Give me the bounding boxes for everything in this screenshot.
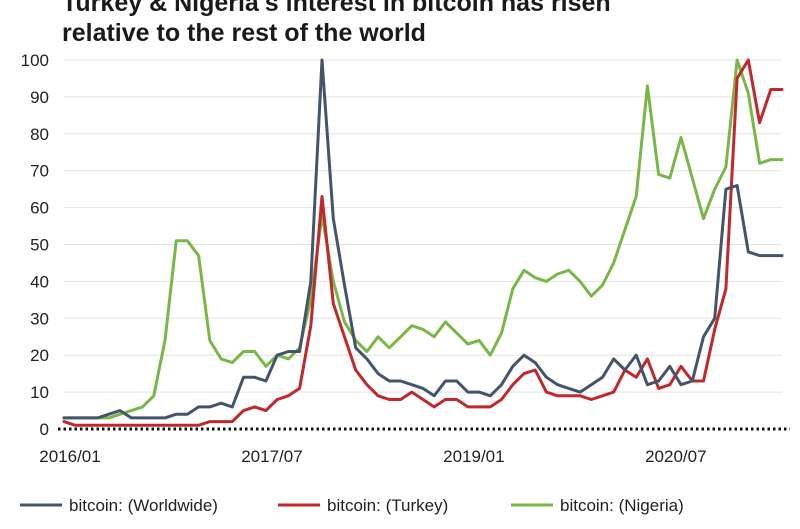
- y-tick-label-80: 80: [30, 125, 49, 144]
- y-tick-label-0: 0: [40, 420, 49, 439]
- y-tick-label-30: 30: [30, 309, 49, 328]
- x-tick-label-2019-01: 2019/01: [443, 447, 504, 466]
- y-tick-label-60: 60: [30, 199, 49, 218]
- y-tick-label-20: 20: [30, 346, 49, 365]
- y-tick-label-10: 10: [30, 383, 49, 402]
- x-tick-label-2016-01: 2016/01: [39, 447, 100, 466]
- series-line-bitcoin-turkey: [62, 58, 784, 427]
- gridlines: [64, 59, 782, 393]
- chart-title-line-1: Turkey & Nigeria's interest in bitcoin h…: [62, 0, 611, 17]
- chart-title: Turkey & Nigeria's interest in bitcoin h…: [62, 0, 611, 48]
- y-axis-tick-labels: 0 10 20 30 40 50 60 70 80 90 100: [21, 51, 49, 439]
- x-tick-label-2017-07: 2017/07: [241, 447, 302, 466]
- legend-label-bitcoin-nigeria: bitcoin: (Nigeria): [560, 496, 684, 515]
- legend-label-bitcoin-turkey: bitcoin: (Turkey): [327, 496, 448, 515]
- y-tick-label-100: 100: [21, 51, 49, 70]
- series-line-bitcoin-nigeria: [62, 58, 784, 420]
- x-tick-label-2020-07: 2020/07: [645, 447, 706, 466]
- y-tick-label-50: 50: [30, 236, 49, 255]
- y-tick-label-70: 70: [30, 162, 49, 181]
- legend-label-bitcoin-worldwide: bitcoin: (Worldwide): [69, 496, 218, 515]
- y-tick-label-90: 90: [30, 88, 49, 107]
- y-tick-label-40: 40: [30, 272, 49, 291]
- x-axis-tick-labels: 2016/01 2017/07 2019/01 2020/07: [39, 447, 706, 466]
- chart-title-line-2: relative to the rest of the world: [62, 19, 426, 47]
- series-line-bitcoin-worldwide: [62, 58, 784, 420]
- legend: bitcoin: (Worldwide) bitcoin: (Turkey) bit…: [20, 496, 684, 515]
